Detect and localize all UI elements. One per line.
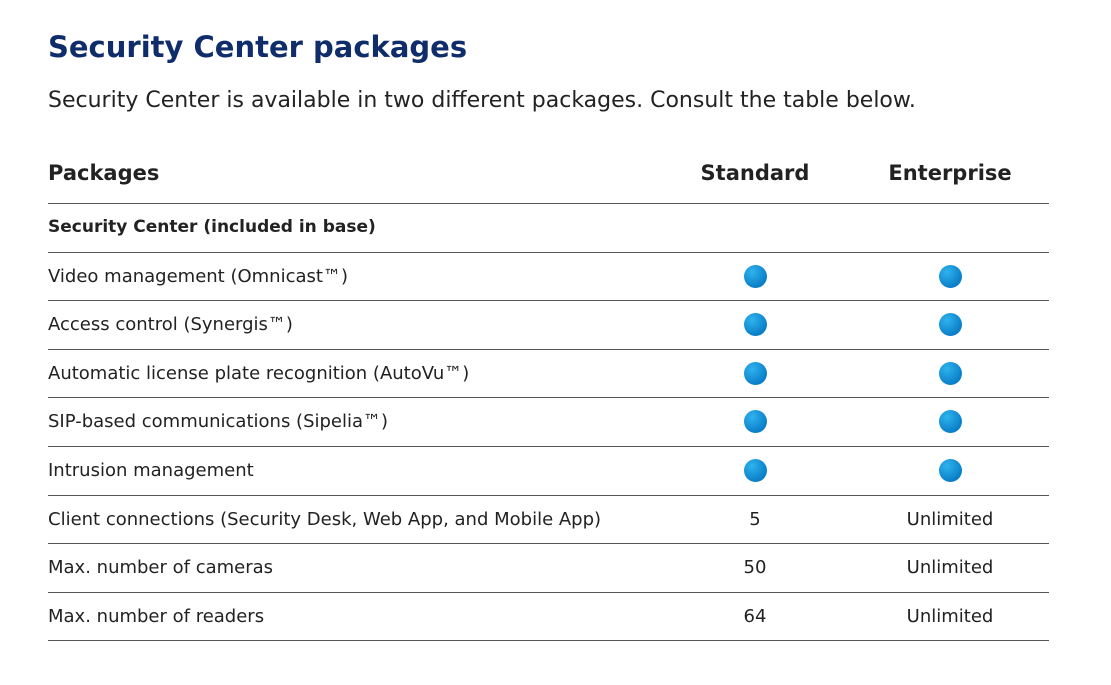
row-divider <box>48 591 1049 593</box>
cell-value: 5 <box>749 508 761 530</box>
column-header: Enterprise <box>888 161 1012 185</box>
row-divider <box>48 494 1049 496</box>
row-label: Automatic license plate recognition (Aut… <box>48 362 470 384</box>
row-divider <box>48 203 1049 204</box>
row-divider <box>48 397 1049 399</box>
column-header: Packages <box>48 161 160 185</box>
included-dot <box>743 361 767 385</box>
included-dot <box>938 410 962 434</box>
cell-value: Unlimited <box>906 508 994 530</box>
cell-value: 50 <box>743 557 767 579</box>
column-header: Standard <box>700 161 810 185</box>
title: Security Center packages <box>48 30 468 64</box>
cell-value: Unlimited <box>906 557 994 579</box>
row-divider <box>48 251 1049 253</box>
included-dot <box>938 313 962 337</box>
row-label: Access control (Synergis™) <box>48 314 293 336</box>
row-label: Video management (Omnicast™) <box>48 265 348 287</box>
cell-value: 64 <box>743 605 767 627</box>
row-divider <box>48 300 1049 302</box>
included-dot <box>743 264 767 288</box>
cell-value: Unlimited <box>906 605 994 627</box>
included-dot <box>938 361 962 385</box>
row-label: Max. number of readers <box>48 605 265 627</box>
included-dot <box>938 459 962 482</box>
included-dot <box>743 410 767 434</box>
row-label: Client connections (Security Desk, Web A… <box>48 508 602 530</box>
included-dot <box>938 264 962 288</box>
row-label: Intrusion management <box>48 460 254 481</box>
included-dot <box>743 313 767 337</box>
row-divider <box>48 446 1049 447</box>
section-label: Security Center (included in base) <box>48 217 376 237</box>
subtitle: Security Center is available in two diff… <box>48 88 916 113</box>
row-divider <box>48 543 1049 545</box>
included-dot <box>743 459 767 482</box>
row-divider <box>48 640 1049 642</box>
row-label: SIP-based communications (Sipelia™) <box>48 411 389 433</box>
row-label: Max. number of cameras <box>48 557 274 579</box>
row-divider <box>48 348 1049 350</box>
